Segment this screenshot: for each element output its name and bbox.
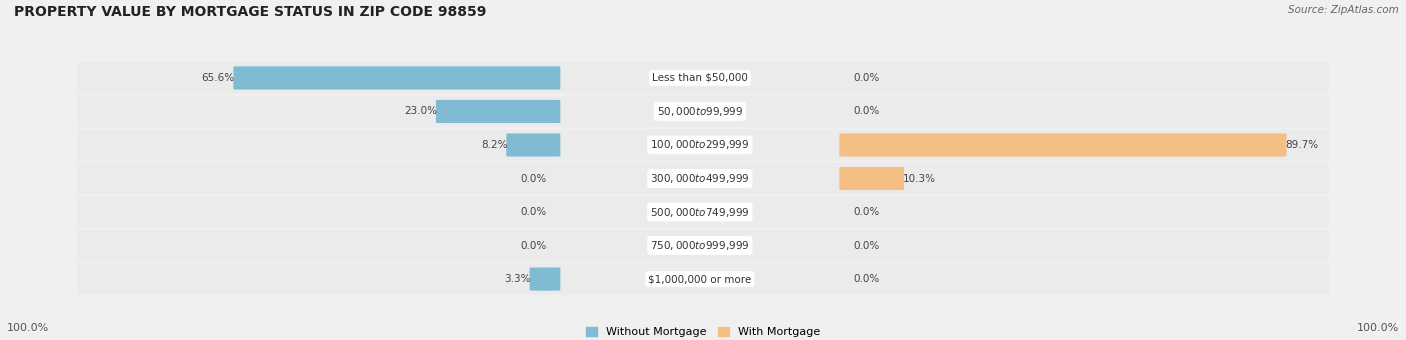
Text: 89.7%: 89.7%: [1285, 140, 1319, 150]
Text: 0.0%: 0.0%: [520, 207, 547, 217]
Text: 0.0%: 0.0%: [520, 173, 547, 184]
FancyBboxPatch shape: [530, 268, 561, 291]
Text: Source: ZipAtlas.com: Source: ZipAtlas.com: [1288, 5, 1399, 15]
FancyBboxPatch shape: [839, 167, 904, 190]
Text: $750,000 to $999,999: $750,000 to $999,999: [650, 239, 749, 252]
FancyBboxPatch shape: [839, 133, 1286, 157]
Text: 100.0%: 100.0%: [7, 323, 49, 333]
Text: PROPERTY VALUE BY MORTGAGE STATUS IN ZIP CODE 98859: PROPERTY VALUE BY MORTGAGE STATUS IN ZIP…: [14, 5, 486, 19]
Text: 10.3%: 10.3%: [903, 173, 936, 184]
Text: 0.0%: 0.0%: [520, 240, 547, 251]
Text: 100.0%: 100.0%: [1357, 323, 1399, 333]
Text: $50,000 to $99,999: $50,000 to $99,999: [657, 105, 742, 118]
Text: 65.6%: 65.6%: [201, 73, 235, 83]
Text: 3.3%: 3.3%: [505, 274, 531, 284]
Text: 23.0%: 23.0%: [404, 106, 437, 117]
Text: $1,000,000 or more: $1,000,000 or more: [648, 274, 751, 284]
Text: 0.0%: 0.0%: [853, 274, 879, 284]
FancyBboxPatch shape: [72, 163, 1334, 194]
Text: 0.0%: 0.0%: [853, 240, 879, 251]
FancyBboxPatch shape: [72, 62, 1334, 94]
FancyBboxPatch shape: [72, 130, 1334, 160]
Text: $500,000 to $749,999: $500,000 to $749,999: [650, 205, 749, 219]
Text: 8.2%: 8.2%: [481, 140, 508, 150]
Text: 0.0%: 0.0%: [853, 106, 879, 117]
FancyBboxPatch shape: [72, 96, 1334, 127]
Legend: Without Mortgage, With Mortgage: Without Mortgage, With Mortgage: [582, 323, 824, 340]
Text: 0.0%: 0.0%: [853, 207, 879, 217]
FancyBboxPatch shape: [233, 66, 561, 89]
Text: $100,000 to $299,999: $100,000 to $299,999: [650, 138, 749, 152]
Text: Less than $50,000: Less than $50,000: [652, 73, 748, 83]
FancyBboxPatch shape: [436, 100, 561, 123]
FancyBboxPatch shape: [506, 133, 561, 157]
Text: $300,000 to $499,999: $300,000 to $499,999: [650, 172, 749, 185]
FancyBboxPatch shape: [72, 230, 1334, 261]
FancyBboxPatch shape: [72, 264, 1334, 295]
FancyBboxPatch shape: [72, 197, 1334, 227]
Text: 0.0%: 0.0%: [853, 73, 879, 83]
